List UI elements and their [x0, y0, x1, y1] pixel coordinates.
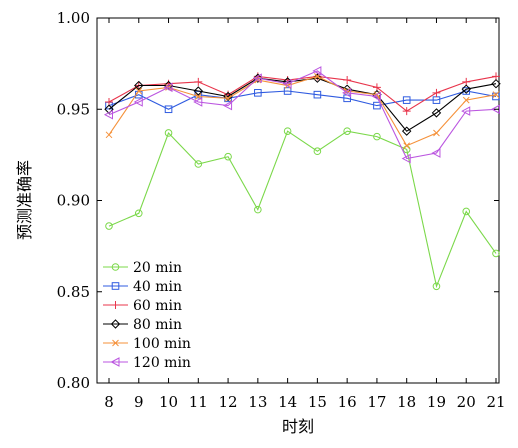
data-point	[343, 127, 351, 135]
data-point	[461, 84, 471, 94]
data-point	[490, 104, 500, 115]
data-point	[401, 153, 411, 164]
data-point	[313, 147, 322, 156]
data-point	[402, 96, 411, 104]
series-line	[108, 75, 497, 147]
legend-marker	[110, 357, 120, 367]
legend-marker	[111, 263, 120, 271]
y-tick-label: 0.85	[57, 283, 90, 301]
data-point	[164, 129, 173, 137]
x-axis-label: 时刻	[282, 417, 314, 436]
legend-label: 60 min	[133, 298, 182, 314]
data-point	[283, 127, 292, 135]
data-point	[282, 78, 292, 89]
data-point	[223, 100, 233, 111]
data-point	[105, 131, 113, 139]
series-line	[108, 130, 497, 289]
data-point	[431, 108, 442, 118]
x-tick-label: 12	[219, 393, 238, 411]
data-point	[134, 209, 143, 218]
legend: 20 min 40 min 60 min 80 min 100 min 120 min	[103, 260, 191, 371]
y-tick-label: 1.00	[57, 9, 90, 27]
x-tick-label: 17	[367, 393, 386, 411]
data-point	[313, 90, 322, 99]
y-tick-layer: 0.80 0.85 0.90 0.95 1.00	[57, 9, 499, 392]
data-point	[492, 249, 500, 258]
data-point	[432, 282, 441, 291]
legend-marker	[111, 301, 120, 309]
series-line	[108, 90, 497, 110]
data-point	[254, 205, 262, 214]
x-tick-label: 13	[248, 393, 267, 411]
data-point	[193, 86, 204, 96]
y-tick-label: 0.80	[57, 374, 90, 392]
x-tick-label: 19	[427, 393, 446, 411]
legend-marker	[111, 282, 120, 290]
x-tick-label: 9	[134, 393, 144, 411]
legend-label: 20 min	[133, 260, 182, 276]
x-tick-label: 16	[338, 393, 357, 411]
series-line	[108, 70, 497, 160]
data-point	[462, 96, 470, 104]
x-tick-label: 8	[104, 393, 114, 411]
x-tick-label: 20	[457, 393, 476, 411]
x-tick-label: 21	[486, 393, 505, 411]
data-point	[252, 73, 262, 84]
data-point	[373, 132, 381, 141]
series-layer	[103, 66, 501, 291]
data-point	[402, 107, 411, 116]
data-point	[105, 222, 113, 230]
data-point	[462, 87, 471, 95]
series-line	[108, 77, 497, 132]
y-axis-label: 预测准确率	[15, 160, 34, 240]
legend-label: 120 min	[133, 355, 191, 371]
data-point	[104, 104, 114, 114]
data-point	[224, 152, 232, 161]
data-point	[254, 89, 262, 97]
x-tick-label: 15	[308, 393, 327, 411]
data-point	[403, 142, 411, 150]
data-point	[283, 87, 292, 95]
data-point	[492, 91, 500, 99]
data-point	[462, 207, 471, 216]
data-point	[164, 105, 173, 114]
y-tick-label: 0.95	[57, 100, 90, 118]
y-tick-label: 0.90	[57, 192, 90, 210]
data-point	[163, 82, 173, 93]
x-tick-label: 18	[397, 393, 416, 411]
legend-marker	[110, 319, 121, 329]
x-tick-label: 10	[159, 393, 178, 411]
data-point	[134, 80, 144, 91]
data-point	[401, 126, 412, 136]
data-point	[342, 87, 352, 98]
data-point	[135, 87, 143, 95]
x-tick-label: 11	[189, 393, 208, 411]
legend-label: 80 min	[133, 317, 182, 333]
data-point	[373, 101, 381, 110]
data-point	[492, 92, 500, 101]
data-point	[343, 76, 352, 85]
x-tick-layer: 8 9 10 11 12 13 14 15 16 17 18 19 20 21	[104, 18, 506, 411]
data-point	[431, 148, 441, 158]
data-point	[194, 77, 203, 86]
data-point	[133, 97, 143, 107]
data-point	[312, 66, 322, 76]
legend-label: 100 min	[133, 336, 191, 352]
x-tick-label: 14	[278, 393, 297, 411]
data-point	[193, 97, 203, 107]
legend-label: 40 min	[133, 279, 182, 295]
legend-marker	[112, 339, 119, 347]
data-point	[491, 78, 501, 89]
data-point	[433, 129, 440, 137]
data-point	[371, 91, 381, 102]
series-line	[108, 75, 497, 112]
data-point	[103, 109, 113, 120]
data-point	[224, 94, 232, 102]
data-point	[461, 106, 471, 116]
data-point	[194, 160, 203, 168]
data-point	[432, 88, 441, 97]
